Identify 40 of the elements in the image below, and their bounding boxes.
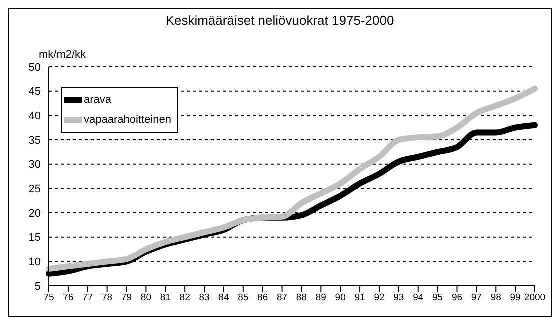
x-tick-label: 95: [432, 292, 444, 304]
y-tick-label: 35: [28, 134, 41, 147]
y-tick-label: 30: [28, 159, 41, 172]
x-tick-label: 94: [413, 292, 424, 304]
x-tick-label: 78: [102, 292, 113, 304]
x-tick-label: 75: [44, 292, 54, 304]
x-tick-label: 92: [374, 292, 385, 304]
x-tick-label: 83: [199, 292, 210, 304]
x-tick-label: 96: [452, 292, 463, 304]
x-tick-label: 98: [490, 292, 502, 304]
x-tick-label: 90: [335, 292, 346, 304]
x-tick-label: 82: [180, 292, 190, 304]
legend-label: arava: [84, 94, 112, 106]
y-axis-title: mk/m2/kk: [39, 49, 86, 61]
x-tick-label: 97: [471, 292, 482, 304]
x-tick-label: 93: [394, 292, 404, 304]
x-tick-label: 81: [160, 292, 171, 304]
y-tick-label: 50: [28, 62, 41, 74]
x-tick-label: 91: [354, 292, 366, 304]
y-tick-label: 5: [34, 280, 41, 293]
y-tick-label: 40: [28, 110, 41, 123]
y-tick-label: 45: [28, 86, 41, 98]
x-tick-label: 77: [82, 292, 94, 304]
x-tick-label: 76: [63, 292, 74, 304]
x-tick-label: 87: [276, 292, 288, 304]
y-tick-label: 20: [28, 208, 41, 220]
legend-label: vapaarahoitteinen: [84, 114, 172, 126]
x-tick-label: 79: [121, 292, 132, 304]
x-tick-label: 88: [296, 292, 308, 304]
x-tick-label: 99: [510, 292, 521, 304]
x-tick-label: 89: [316, 292, 326, 304]
y-tick-label: 25: [28, 184, 41, 196]
x-tick-label: 80: [140, 292, 152, 304]
chart-title: Keskimääräiset neliövuokrat 1975-2000: [164, 13, 396, 28]
x-tick-label: 85: [238, 292, 249, 304]
y-tick-label: 10: [28, 256, 41, 269]
x-tick-label: 2000: [524, 292, 546, 304]
y-tick-label: 15: [28, 232, 41, 244]
x-tick-label: 86: [258, 292, 268, 304]
x-tick-label: 84: [218, 292, 230, 304]
